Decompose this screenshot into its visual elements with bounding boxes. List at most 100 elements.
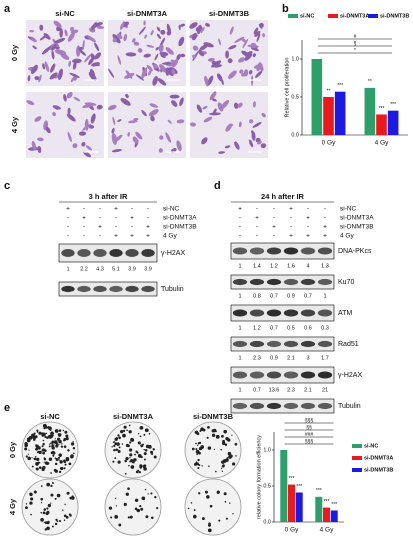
- cell: [26, 100, 35, 106]
- cell: [156, 33, 162, 39]
- cell: [248, 70, 253, 75]
- blot-frame: [58, 243, 158, 263]
- quantification: 3.9: [144, 266, 152, 272]
- cell: [144, 34, 147, 39]
- band: [125, 249, 139, 257]
- colony: [72, 446, 76, 450]
- cell: [207, 75, 214, 86]
- cell: [234, 36, 245, 43]
- condition-sign: -: [256, 224, 258, 231]
- cell: [146, 44, 155, 48]
- cell: [117, 119, 122, 122]
- colony: [213, 448, 216, 450]
- colony: [49, 443, 51, 445]
- cell: [241, 73, 246, 77]
- micrograph: [26, 20, 105, 86]
- cell: [32, 45, 37, 50]
- colony: [141, 496, 146, 501]
- colony: [223, 429, 227, 434]
- colony: [145, 515, 149, 519]
- colony: [222, 459, 227, 463]
- cell: [179, 97, 184, 107]
- band-label: Ku70: [338, 279, 354, 286]
- cell: [78, 131, 87, 136]
- colony: [44, 521, 48, 525]
- quantification: 2.1: [287, 355, 295, 361]
- cell: [72, 61, 77, 70]
- band: [317, 278, 333, 286]
- bracket-label: ###: [305, 432, 314, 438]
- colony: [139, 504, 142, 508]
- colony: [70, 496, 75, 500]
- quantification: 1.3: [321, 263, 329, 269]
- condition-sign: +: [130, 215, 134, 222]
- colony: [206, 495, 210, 499]
- cell: [171, 58, 179, 68]
- cell: [203, 116, 213, 123]
- colony: [48, 445, 51, 448]
- cell: [125, 52, 137, 57]
- band: [249, 309, 265, 317]
- column-label: si-NC: [55, 9, 75, 18]
- colony: [195, 430, 198, 433]
- colony: [49, 429, 52, 432]
- colony: [40, 511, 43, 514]
- colony: [122, 433, 126, 438]
- y-tick-label: 1.0: [263, 447, 271, 453]
- cell: [87, 36, 96, 43]
- colony: [148, 432, 151, 435]
- colony: [113, 448, 116, 452]
- condition-sign: -: [307, 206, 309, 213]
- quantification: 2.2: [80, 266, 88, 272]
- band: [232, 402, 248, 410]
- cell: [52, 111, 56, 117]
- cell: [41, 46, 52, 55]
- cell: [256, 62, 262, 72]
- colony: [187, 507, 190, 510]
- condition-sign: -: [147, 206, 149, 213]
- colony: [43, 449, 46, 452]
- colony: [72, 452, 75, 455]
- colony: [224, 443, 228, 446]
- colony: [36, 429, 39, 432]
- colony: [211, 429, 215, 433]
- colony: [62, 429, 65, 432]
- colony: [112, 460, 115, 463]
- cell: [107, 104, 117, 111]
- quantification: 0.5: [287, 325, 295, 331]
- quantification: 1: [238, 387, 241, 393]
- condition-sign: -: [67, 224, 69, 231]
- cell: [54, 49, 67, 56]
- bar: [315, 496, 323, 522]
- cell: [112, 116, 116, 126]
- cell: [252, 47, 259, 52]
- colony: [134, 453, 136, 456]
- bar: [334, 91, 346, 135]
- cell: [37, 145, 42, 154]
- cell: [137, 48, 143, 53]
- cell: [256, 33, 261, 42]
- colony: [207, 528, 212, 533]
- cell: [29, 36, 37, 43]
- band: [317, 402, 333, 410]
- cell: [218, 151, 226, 154]
- colony-plate: [104, 421, 162, 479]
- column-label: si-DNMT3B: [193, 412, 234, 421]
- significance: ***: [324, 499, 330, 505]
- colony: [63, 514, 67, 518]
- colony: [127, 444, 130, 448]
- condition-sign: -: [67, 233, 69, 240]
- colony: [220, 448, 222, 451]
- cell: [148, 68, 152, 76]
- band: [317, 309, 333, 317]
- condition-label: si-NC: [340, 206, 357, 213]
- band: [266, 278, 282, 286]
- cell: [167, 119, 172, 124]
- colony: [67, 449, 70, 452]
- colony: [224, 500, 227, 503]
- blot-frame: [230, 304, 335, 322]
- quantification: 4: [306, 263, 309, 269]
- cell: [59, 28, 63, 38]
- cell: [88, 124, 95, 129]
- cell: [165, 132, 172, 143]
